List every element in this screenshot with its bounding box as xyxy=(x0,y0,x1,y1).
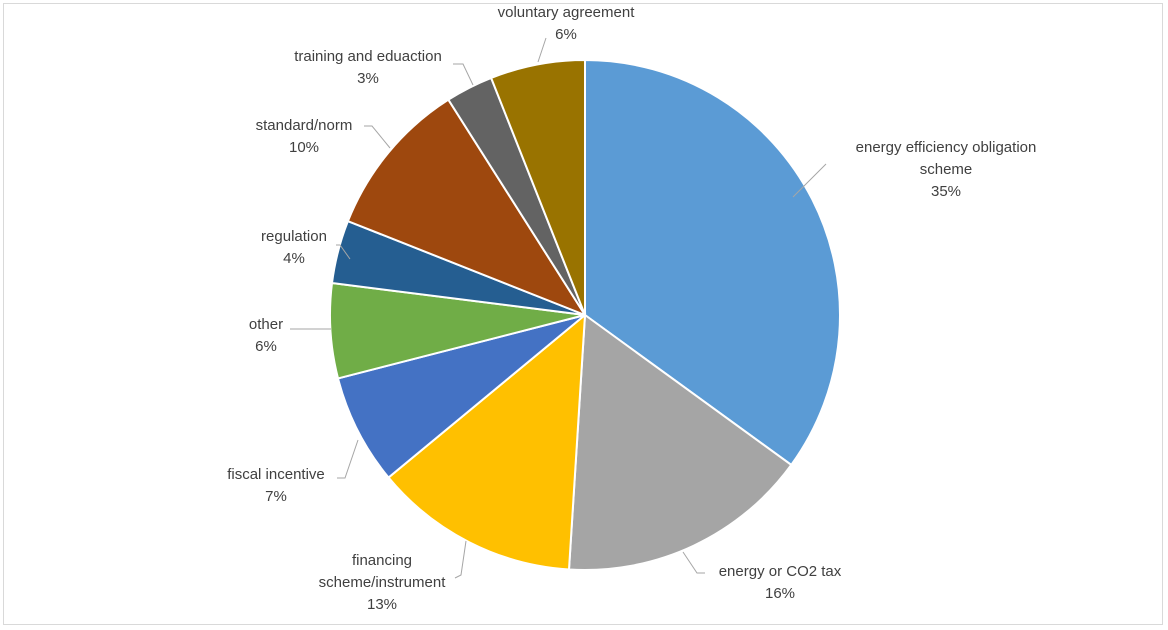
slice-label-3: fiscal incentive 7% xyxy=(227,466,325,505)
slice-category-label: fiscal incentive xyxy=(227,466,325,483)
pie-slice-3 xyxy=(336,314,586,479)
slice-category-label: scheme xyxy=(920,161,973,178)
slice-category-label: standard/norm xyxy=(256,117,353,134)
slice-category-label: training and eduaction xyxy=(294,48,442,65)
leader-line-8 xyxy=(537,37,547,63)
leader-line-1 xyxy=(682,551,705,574)
pie-slice-0 xyxy=(584,58,841,467)
slice-value-label: 7% xyxy=(265,488,287,505)
slice-label-6: standard/norm 10% xyxy=(256,117,353,156)
pie-slice-8 xyxy=(489,58,586,316)
slice-value-label: 16% xyxy=(765,585,795,602)
slice-category-label: energy or CO2 tax xyxy=(719,563,842,580)
slice-category-label: other xyxy=(249,316,283,333)
slice-value-label: 6% xyxy=(555,26,577,43)
leader-line-3 xyxy=(337,439,359,479)
leader-line-5 xyxy=(336,244,351,260)
slice-category-label: financing xyxy=(352,552,412,569)
slice-category-label: regulation xyxy=(261,228,327,245)
slice-value-label: 13% xyxy=(367,596,397,613)
slice-label-4: other 6% xyxy=(249,316,283,355)
slice-label-7: training and eduaction 3% xyxy=(294,48,442,87)
slice-label-8: voluntary agreement 6% xyxy=(498,4,636,43)
leader-line-0 xyxy=(792,163,827,198)
slice-value-label: 6% xyxy=(255,338,277,355)
pie-slice-1 xyxy=(567,313,793,571)
slice-category-label: energy efficiency obligation xyxy=(856,139,1037,156)
slice-label-0: energy efficiency obligation scheme 35% xyxy=(856,139,1037,200)
leader-line-7 xyxy=(453,63,474,86)
slice-label-2: financing scheme/instrument 13% xyxy=(319,552,447,613)
pie-slice-2 xyxy=(387,312,587,571)
slice-value-label: 35% xyxy=(931,183,961,200)
slice-value-label: 4% xyxy=(283,250,305,267)
pie-slice-6 xyxy=(346,98,588,318)
slice-label-1: energy or CO2 tax 16% xyxy=(719,563,842,602)
slice-category-label: scheme/instrument xyxy=(319,574,447,591)
slice-category-label: voluntary agreement xyxy=(498,4,636,21)
slice-value-label: 3% xyxy=(357,70,379,87)
leader-line-6 xyxy=(364,125,391,149)
slice-value-label: 10% xyxy=(289,139,319,156)
slice-label-5: regulation 4% xyxy=(261,228,327,267)
leader-line-2 xyxy=(454,540,467,579)
